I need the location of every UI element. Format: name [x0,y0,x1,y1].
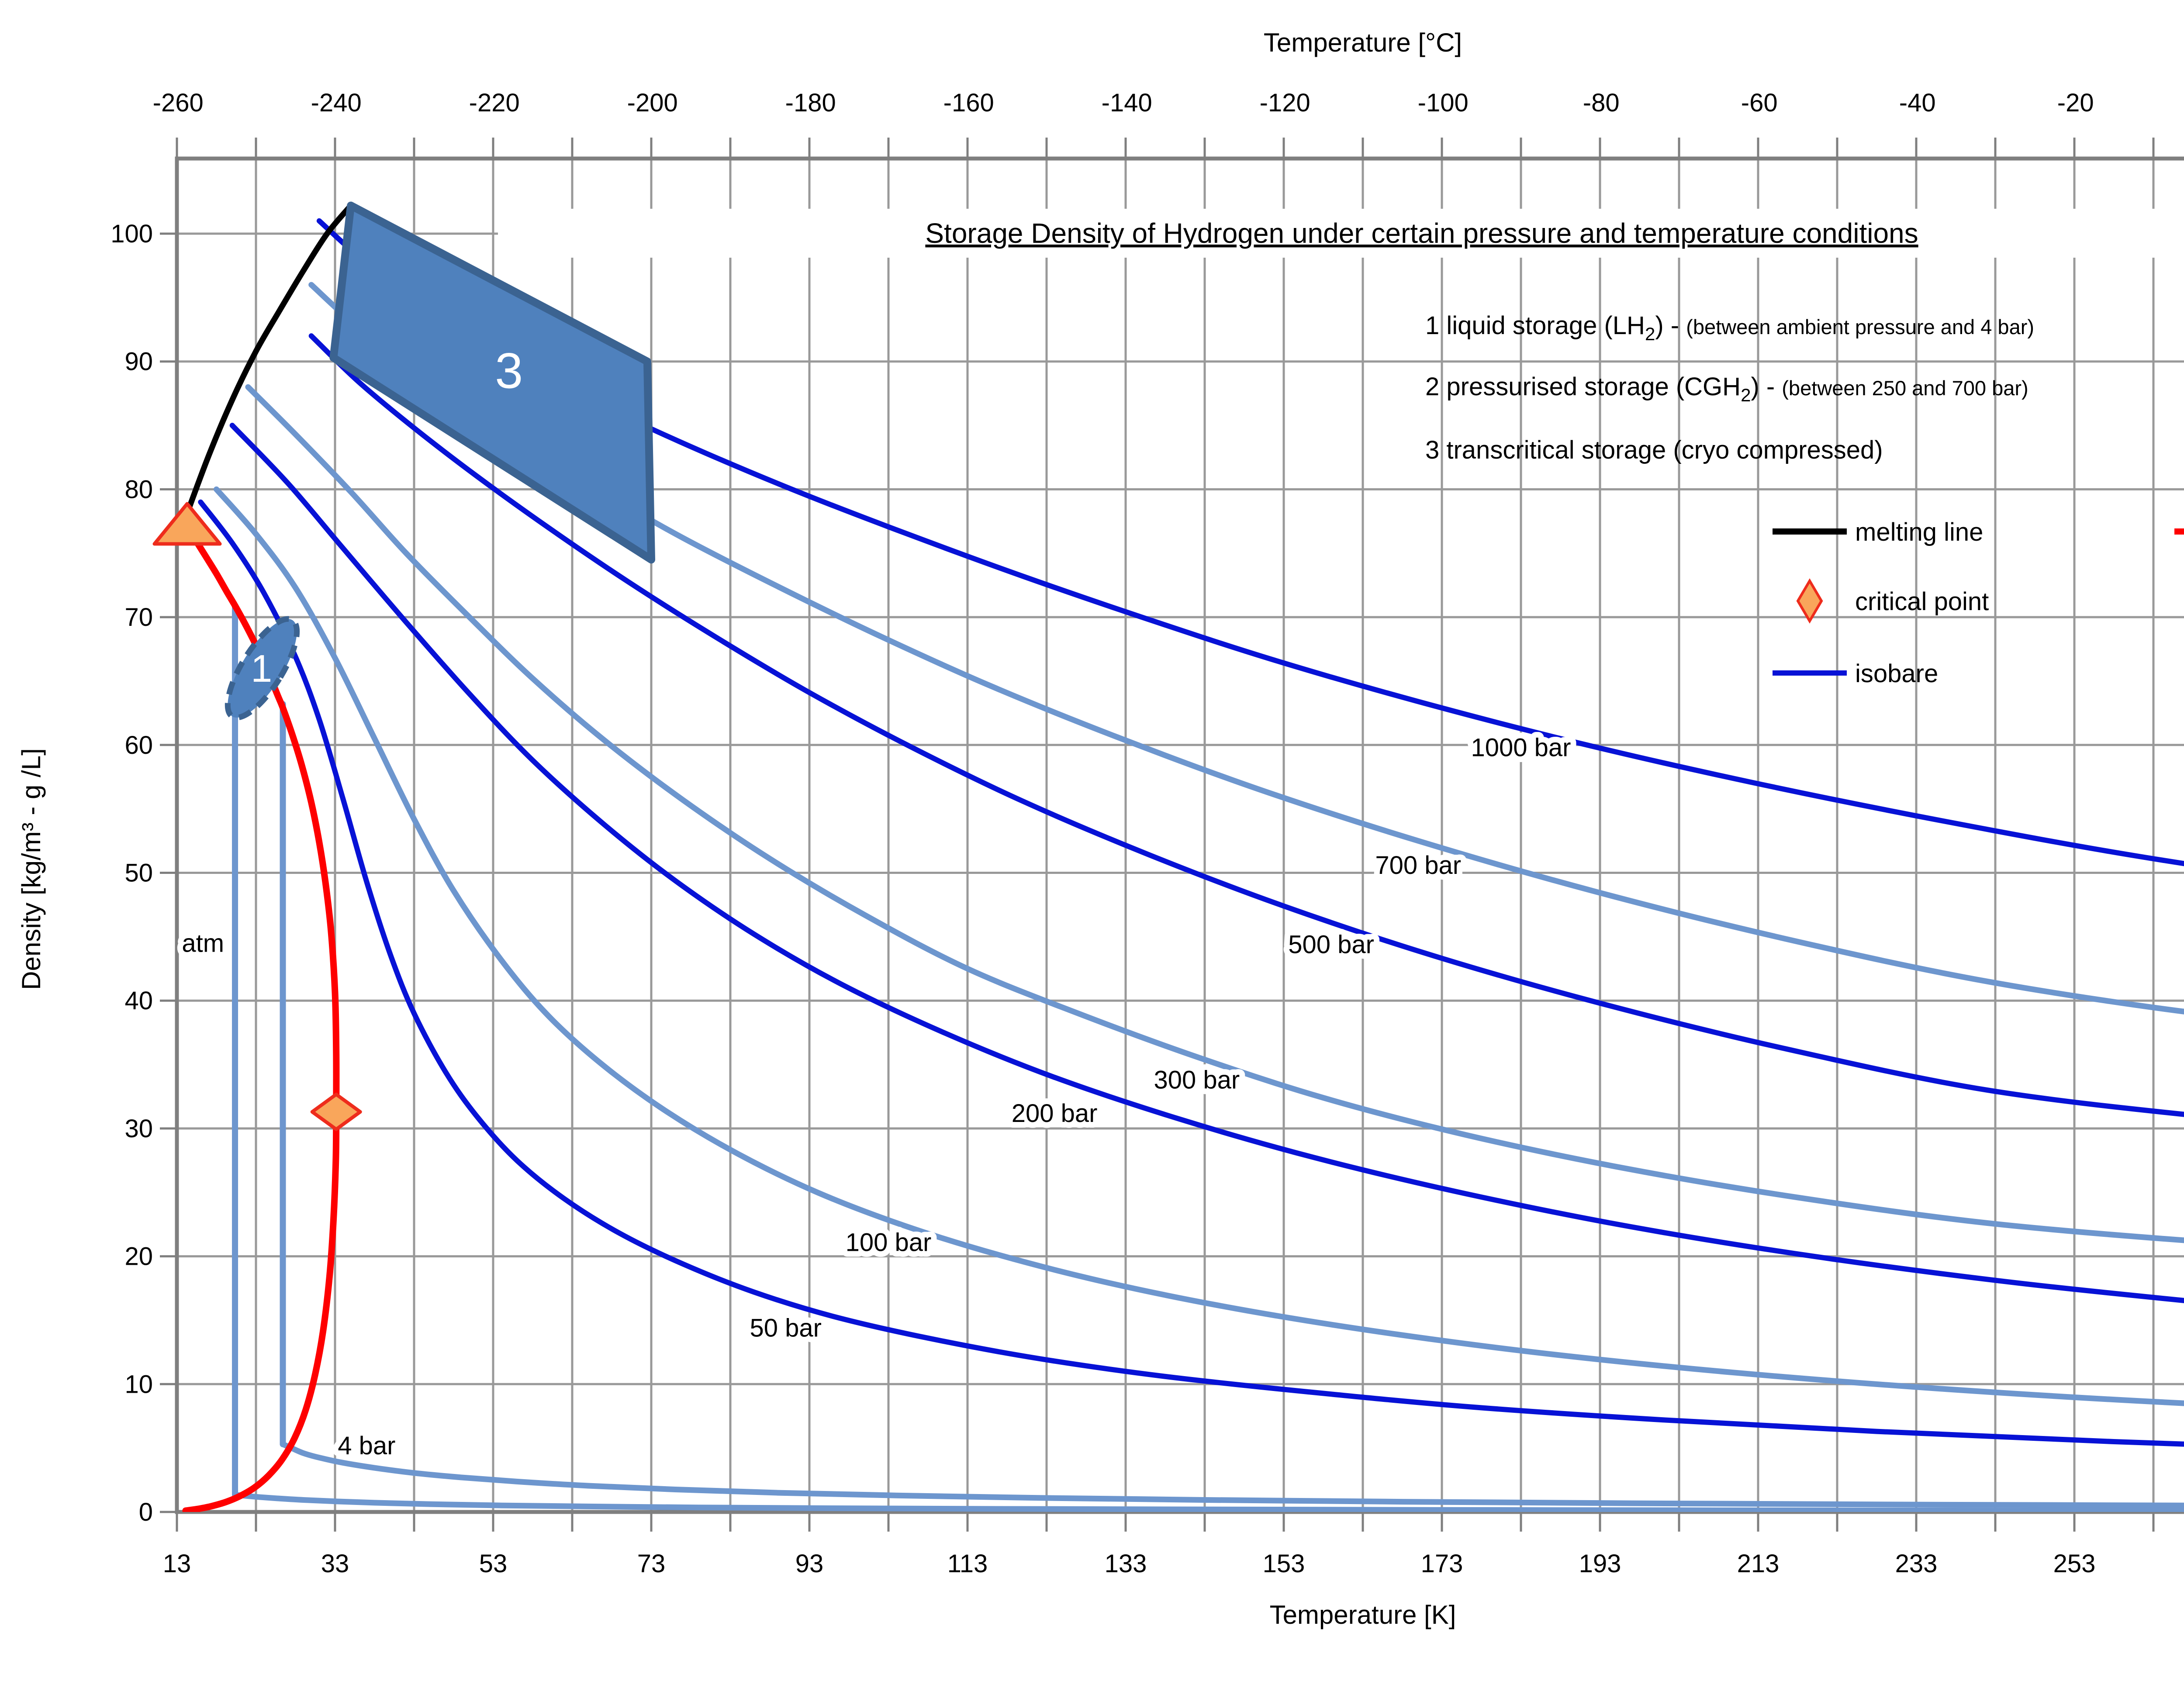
top-tick-label: -160 [943,89,994,117]
storage-regions: 312 [225,201,655,721]
note-line-1: 1 liquid storage (LH2) - (between ambien… [1425,311,2034,344]
bottom-tick-label: 13 [163,1550,191,1578]
saturation-line [181,518,340,1512]
chart-title: Storage Density of Hydrogen under certai… [925,217,1918,249]
isobar-label-500-bar: 500 bar [1288,930,1374,959]
axis-tick-labels: -260 -240 -220 -200 -180 -160 -140 -120 -100 -80-… [111,89,2096,1578]
top-tick-label: -20 [2057,89,2094,117]
top-tick-label: -60 [1741,89,1778,117]
isobar-4-bar [280,1441,2184,1508]
isobar-label-4-bar: 4 bar [338,1432,395,1460]
left-tick-label: 40 [124,987,153,1015]
curve-labels: 1000 bar 700 bar 500 bar 300 bar 200 bar 100 … [176,728,1576,1466]
bottom-tick-label: 73 [637,1550,666,1578]
isobar-label-atm: atm [182,929,224,957]
point-markers [152,502,362,1131]
top-tick-label: -40 [1899,89,1936,117]
note-part-main: ) - [1751,373,1782,401]
note-part-sub: 2 [1741,385,1751,405]
top-tick-label: -120 [1260,89,1310,117]
note-part-small: (between 250 and 700 bar) [1782,376,2028,400]
critical-point-marker [310,1092,362,1131]
isobar-200-bar [229,423,2184,1303]
bottom-tick-label: 193 [1579,1550,1621,1578]
title-backdrop [498,209,2184,258]
legend-isobare-label: isobare [1855,659,1938,688]
isobar-label-700-bar: 700 bar [1375,851,1461,880]
bottom-tick-label: 33 [321,1550,349,1578]
isobar-label-100-bar: 100 bar [846,1228,932,1256]
isobar-500-bar [308,333,2184,1117]
left-tick-label: 10 [124,1370,153,1398]
top-tick-label: -80 [1583,89,1620,117]
axis-ticks [160,138,2155,1532]
legend-critical-label: critical point [1855,587,1989,616]
top-tick-label: -260 [153,89,204,117]
region-3-polygon [329,201,655,564]
left-tick-label: 20 [124,1242,153,1271]
isobar-label-300-bar: 300 bar [1154,1066,1240,1094]
bottom-tick-label: 113 [947,1550,988,1578]
bottom-tick-label: 133 [1105,1550,1147,1578]
triple-point-marker [152,502,222,546]
left-tick-label: 70 [124,603,153,632]
isobar-label-1000-bar: 1000 bar [1471,734,1571,762]
left-tick-label: 0 [139,1498,153,1526]
note-part-small: (between ambient pressure and 4 bar) [1686,315,2034,338]
bottom-axis-title: Temperature [K] [1270,1600,1456,1629]
left-tick-label: 50 [124,859,153,887]
bottom-tick-label: 173 [1421,1550,1463,1578]
bottom-tick-label: 93 [795,1550,824,1578]
critical-point-swatch-icon [1796,578,1823,624]
bottom-tick-label: 153 [1263,1550,1305,1578]
left-axis-title: Density [kg/m³ - g /L] [17,748,46,990]
left-tick-label: 30 [124,1115,153,1143]
note-line-3: 3 transcritical storage (cryo compressed… [1425,436,1883,464]
region-1-label: 1 [251,647,272,690]
isobar-100-bar [214,486,2184,1406]
region-3-label: 3 [495,343,523,399]
note-part-main: ) - [1655,311,1686,340]
top-tick-label: -240 [311,89,362,117]
bottom-tick-label: 53 [479,1550,508,1578]
legend: melting line saturation line critical po… [1773,518,2184,688]
top-tick-label: -100 [1418,89,1469,117]
note-line-2: 2 pressurised storage (CGH2) - (between … [1425,373,2028,405]
top-tick-label: -200 [627,89,678,117]
top-tick-label: -220 [469,89,520,117]
melting-line [183,203,354,521]
left-tick-label: 100 [111,220,153,248]
isobar-50-bar [198,499,2184,1447]
note-part-sub: 2 [1645,324,1655,344]
top-axis-title: Temperature [°C] [1264,28,1462,57]
note-part-main: 2 pressurised storage (CGH [1425,373,1741,401]
isobar-300-bar [245,384,2184,1243]
isobar-atm [232,1491,2184,1512]
bottom-tick-label: 213 [1737,1550,1780,1578]
isobar-label-200-bar: 200 bar [1012,1099,1098,1128]
left-tick-label: 60 [124,731,153,759]
legend-melting-label: melting line [1855,518,1983,546]
storage-notes: 1 liquid storage (LH2) - (between ambien… [1425,311,2034,464]
bottom-tick-label: 253 [2053,1550,2096,1578]
top-tick-label: -140 [1102,89,1152,117]
left-tick-label: 80 [124,475,153,504]
isobar-label-50-bar: 50 bar [750,1314,821,1343]
top-tick-label: -180 [785,89,836,117]
left-tick-label: 90 [124,348,153,376]
note-part-main: 3 transcritical storage (cryo compressed… [1425,436,1883,464]
bottom-tick-label: 233 [1895,1550,1938,1578]
note-part-main: 1 liquid storage (LH [1425,311,1645,340]
region-1-ellipse [225,616,300,721]
